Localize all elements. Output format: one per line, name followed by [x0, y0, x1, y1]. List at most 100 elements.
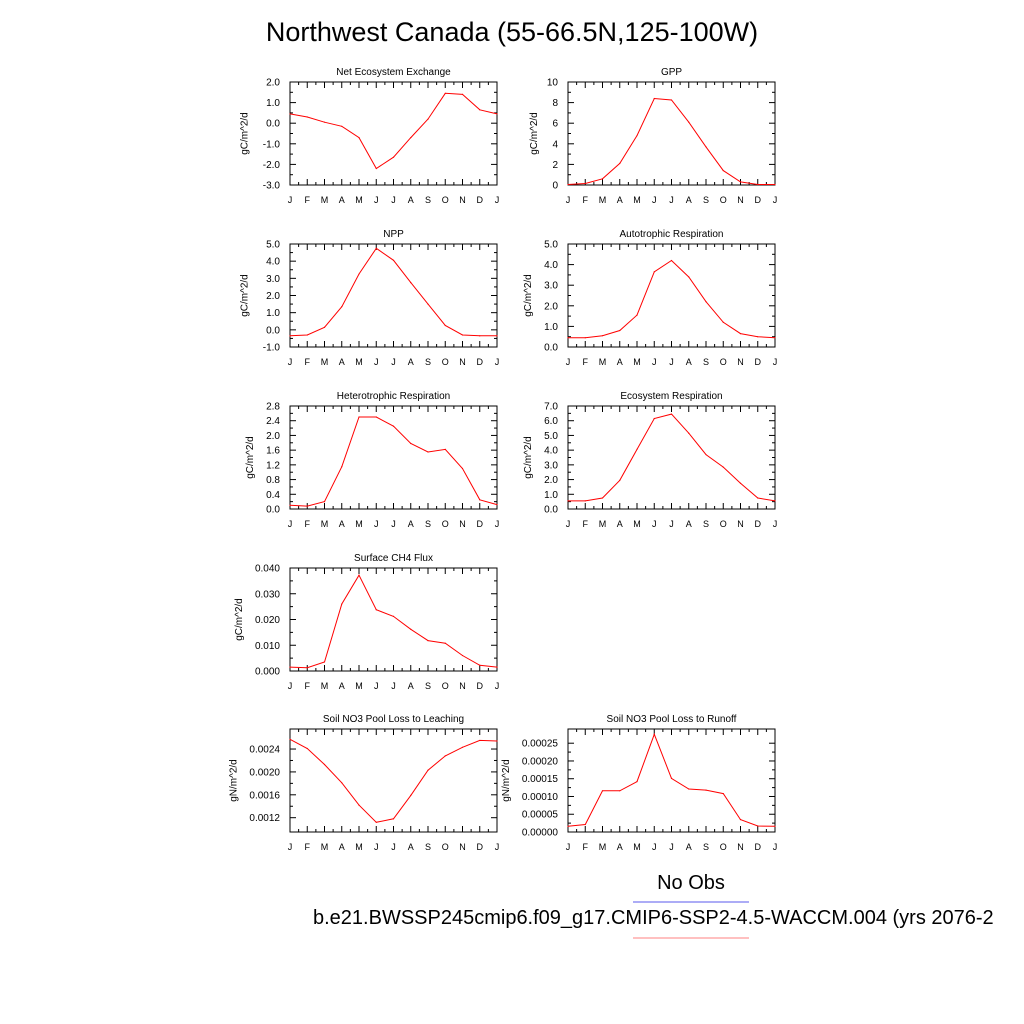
- plot-frame: [289, 728, 498, 833]
- data-point: [289, 335, 291, 337]
- x-tick-label: A: [408, 357, 414, 367]
- y-tick-label: 2.0: [544, 301, 558, 312]
- x-tick-label: A: [408, 842, 414, 852]
- x-tick-label: A: [617, 195, 623, 205]
- data-point: [584, 500, 586, 502]
- data-point: [410, 282, 412, 284]
- data-point: [636, 448, 638, 451]
- data-point: [461, 93, 464, 95]
- data-point: [461, 654, 464, 657]
- data-point: [496, 666, 498, 668]
- x-tick-label: J: [652, 842, 657, 852]
- x-tick-label: J: [669, 842, 674, 852]
- data-point: [722, 169, 724, 172]
- x-tick-label: J: [288, 519, 293, 529]
- data-point: [323, 661, 326, 663]
- y-tick-label: 0.000: [255, 667, 280, 678]
- y-tick-label: 4.0: [266, 257, 280, 268]
- x-tick-label: J: [374, 357, 379, 367]
- x-tick-label: N: [459, 681, 466, 691]
- data-point: [739, 482, 742, 484]
- data-point: [774, 825, 776, 827]
- data-point: [375, 821, 377, 823]
- data-point: [567, 337, 569, 339]
- x-tick-label: A: [617, 519, 623, 529]
- x-tick-label: M: [599, 842, 607, 852]
- series-line: [568, 413, 776, 502]
- x-tick-label: N: [459, 519, 466, 529]
- y-tick-label: 0.0: [266, 505, 280, 516]
- data-point: [323, 326, 326, 328]
- panel-title: Soil NO3 Pool Loss to Runoff: [607, 714, 737, 725]
- y-tick-label: 5.0: [544, 431, 558, 442]
- x-tick-label: J: [773, 519, 778, 529]
- panel-title: Surface CH4 Flux: [354, 553, 433, 564]
- data-point: [427, 118, 429, 120]
- x-tick-label: A: [408, 195, 414, 205]
- x-tick-label: S: [703, 195, 709, 205]
- data-point: [341, 306, 343, 308]
- x-tick-label: F: [305, 357, 311, 367]
- x-tick-label: O: [720, 519, 727, 529]
- data-point: [289, 666, 291, 668]
- data-point: [584, 182, 586, 185]
- x-tick-label: J: [374, 519, 379, 529]
- y-tick-label: 0.0016: [249, 790, 280, 801]
- x-tick-label: J: [495, 357, 500, 367]
- x-tick-label: A: [686, 519, 692, 529]
- x-tick-label: D: [755, 519, 762, 529]
- y-tick-label: 4: [552, 139, 558, 150]
- y-tick-label: 2.0: [266, 291, 280, 302]
- y-tick-label: 0.00020: [522, 756, 559, 767]
- data-point: [358, 137, 360, 139]
- x-tick-label: N: [459, 195, 466, 205]
- data-point: [567, 183, 569, 186]
- y-axis-label: gC/m^2/d: [245, 436, 256, 479]
- x-tick-label: J: [391, 842, 396, 852]
- data-point: [444, 642, 446, 644]
- x-tick-label: J: [288, 195, 293, 205]
- data-point: [705, 789, 707, 791]
- x-tick-label: J: [669, 519, 674, 529]
- data-point: [688, 788, 690, 790]
- x-tick-label: F: [583, 519, 589, 529]
- data-point: [705, 301, 707, 303]
- data-point: [496, 335, 498, 337]
- x-tick-label: M: [355, 357, 363, 367]
- x-tick-label: A: [339, 357, 345, 367]
- x-tick-label: M: [321, 519, 329, 529]
- data-point: [619, 790, 621, 792]
- data-point: [427, 640, 429, 642]
- data-point: [705, 146, 707, 148]
- x-tick-label: D: [755, 842, 762, 852]
- y-tick-label: 6.0: [544, 416, 558, 427]
- data-point: [774, 337, 776, 339]
- y-tick-label: 1.0: [266, 308, 280, 319]
- data-point: [410, 137, 412, 139]
- x-tick-label: J: [374, 681, 379, 691]
- x-tick-label: J: [288, 681, 293, 691]
- y-tick-label: 5.0: [266, 240, 280, 251]
- y-tick-label: 0.8: [266, 475, 280, 486]
- x-tick-label: O: [720, 195, 727, 205]
- y-tick-label: 0.00025: [522, 739, 559, 750]
- y-tick-label: 3.0: [544, 460, 558, 471]
- data-point: [636, 780, 638, 783]
- data-point: [584, 823, 586, 826]
- data-point: [289, 113, 291, 115]
- x-tick-label: J: [391, 519, 396, 529]
- data-point: [444, 92, 446, 94]
- x-tick-label: F: [583, 195, 589, 205]
- plot-frame: [567, 243, 776, 348]
- y-tick-label: 5.0: [544, 240, 558, 251]
- series-line: [567, 97, 775, 185]
- data-point: [619, 479, 621, 481]
- x-tick-label: J: [652, 357, 657, 367]
- y-tick-label: -3.0: [263, 181, 281, 192]
- x-tick-label: F: [305, 681, 311, 691]
